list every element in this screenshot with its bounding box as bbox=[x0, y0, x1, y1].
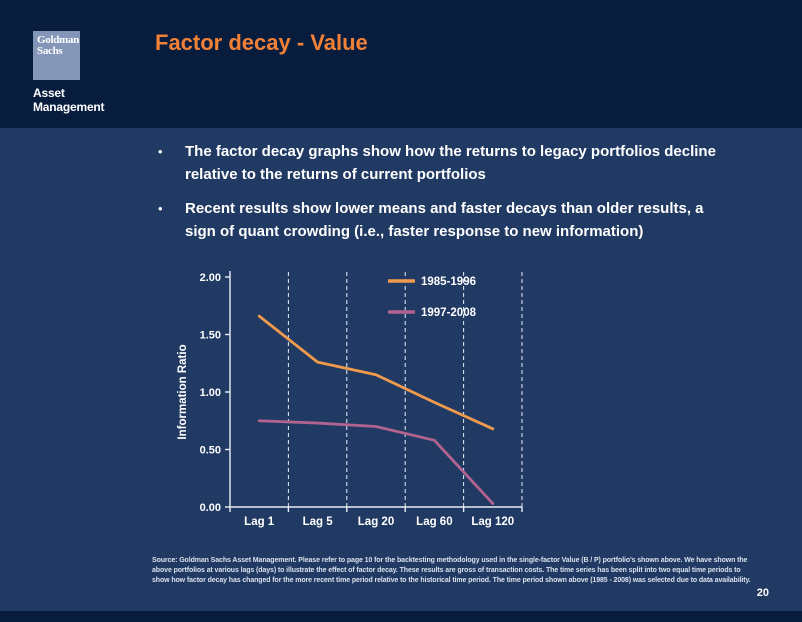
bullet-item: • The factor decay graphs show how the r… bbox=[158, 140, 744, 186]
source-footnote: Source: Goldman Sachs Asset Management. … bbox=[152, 557, 751, 584]
x-tick-label: Lag 60 bbox=[416, 516, 452, 528]
x-tick-label: Lag 5 bbox=[303, 516, 334, 528]
chart-container: 0.00 0.50 1.00 1.50 2.00 Lag 1 Lag 5 Lag 20 Lag … bbox=[172, 256, 547, 552]
x-tick-label: Lag 20 bbox=[358, 516, 394, 528]
bullet-text: The factor decay graphs show how the ret… bbox=[185, 143, 716, 183]
bullet-list: • The factor decay graphs show how the r… bbox=[158, 140, 744, 254]
brand-text-line1: Asset bbox=[33, 86, 65, 100]
page-title: Factor decay - Value bbox=[155, 30, 368, 55]
y-tick-label: 2.00 bbox=[200, 272, 221, 284]
bullet-marker-icon: • bbox=[158, 201, 163, 216]
brand-text-line2: Management bbox=[33, 99, 105, 114]
y-tick-label: 0.00 bbox=[200, 502, 221, 514]
page-number: 20 bbox=[756, 587, 769, 599]
brand-text: Asset Management bbox=[33, 86, 105, 114]
x-tick-label: Lag 120 bbox=[471, 516, 514, 528]
x-tick-label: Lag 1 bbox=[244, 516, 275, 528]
y-tick-label: 1.50 bbox=[200, 330, 221, 342]
factor-decay-line-chart: 0.00 0.50 1.00 1.50 2.00 Lag 1 Lag 5 Lag 20 Lag … bbox=[177, 271, 523, 528]
bullet-item: • Recent results show lower means and fa… bbox=[158, 197, 744, 243]
bullet-marker-icon: • bbox=[158, 144, 163, 159]
header-band bbox=[0, 0, 802, 128]
logo-text-line2: Sachs bbox=[37, 45, 63, 57]
bullet-text: Recent results show lower means and fast… bbox=[185, 200, 704, 240]
logo-text-line1: Goldman bbox=[37, 34, 79, 46]
y-tick-label: 0.50 bbox=[200, 445, 221, 457]
footer-band bbox=[0, 611, 802, 622]
y-tick-label: 1.00 bbox=[200, 387, 221, 399]
series-line-1997-2008 bbox=[257, 419, 495, 505]
goldman-sachs-logo: Goldman Sachs bbox=[33, 31, 80, 80]
legend-label: 1997-2008 bbox=[421, 307, 477, 319]
y-axis-title: Information Ratio bbox=[177, 344, 189, 439]
legend-label: 1985-1996 bbox=[421, 276, 476, 288]
series-line-1985-1996 bbox=[257, 314, 495, 431]
